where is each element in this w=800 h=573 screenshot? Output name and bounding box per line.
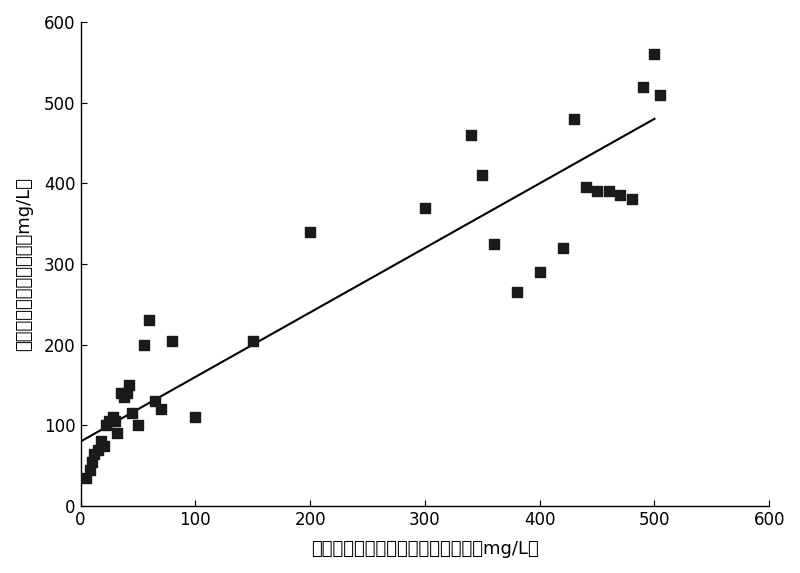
Point — [614, 191, 626, 200]
Point — [114, 388, 127, 398]
Point — [246, 336, 259, 346]
Point — [106, 413, 119, 422]
X-axis label: 清蛋白浓度（免疫速率散射比浊法，mg/L）: 清蛋白浓度（免疫速率散射比浊法，mg/L） — [311, 540, 538, 558]
Point — [88, 449, 101, 458]
Point — [510, 288, 523, 297]
Point — [138, 340, 150, 350]
Point — [418, 203, 431, 212]
Point — [109, 417, 122, 426]
Point — [95, 437, 108, 446]
Point — [189, 413, 202, 422]
Point — [304, 227, 317, 236]
Point — [118, 393, 130, 402]
Point — [590, 187, 603, 196]
Point — [86, 457, 98, 466]
Point — [487, 240, 500, 249]
Point — [579, 183, 592, 192]
Point — [149, 397, 162, 406]
Point — [556, 244, 569, 253]
Point — [648, 50, 661, 59]
Point — [97, 441, 110, 450]
Point — [103, 417, 116, 426]
Point — [465, 130, 478, 139]
Point — [126, 409, 138, 418]
Y-axis label: 清蛋白浓度（膜染色法，mg/L）: 清蛋白浓度（膜染色法，mg/L） — [15, 177, 33, 351]
Point — [122, 380, 135, 390]
Point — [154, 405, 167, 414]
Point — [602, 187, 615, 196]
Point — [99, 421, 112, 430]
Point — [654, 90, 666, 99]
Point — [476, 171, 489, 180]
Point — [83, 465, 96, 474]
Point — [143, 316, 156, 325]
Point — [637, 82, 650, 91]
Point — [166, 336, 179, 346]
Point — [80, 473, 93, 482]
Point — [534, 268, 546, 277]
Point — [625, 195, 638, 204]
Point — [568, 114, 581, 123]
Point — [131, 421, 144, 430]
Point — [120, 388, 133, 398]
Point — [91, 445, 104, 454]
Point — [111, 429, 124, 438]
